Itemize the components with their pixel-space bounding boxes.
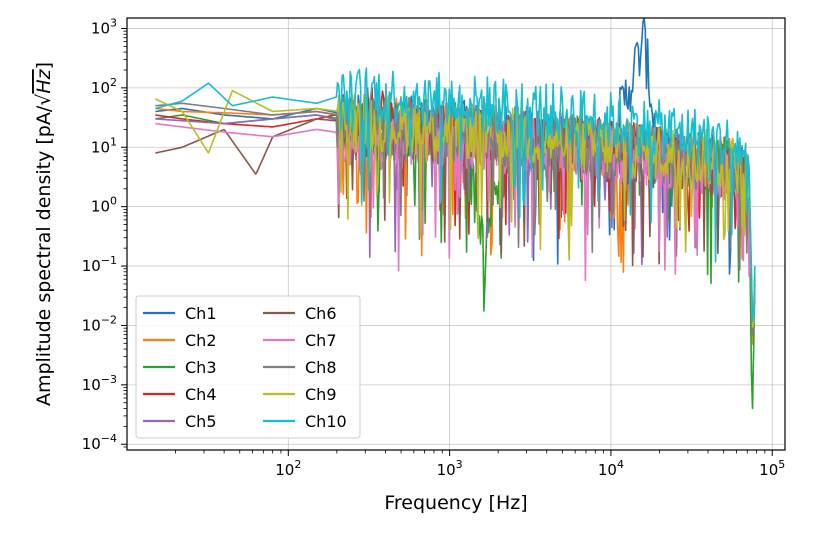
legend-label: Ch5 xyxy=(185,412,217,431)
y-tick-label: 10−4 xyxy=(82,432,117,453)
y-tick-label: 10−3 xyxy=(82,373,117,394)
legend-item-ch1: Ch1 xyxy=(143,304,217,323)
legend-label: Ch7 xyxy=(305,331,337,350)
legend-item-ch6: Ch6 xyxy=(263,304,337,323)
legend-item-ch4: Ch4 xyxy=(143,385,217,404)
legend-label: Ch6 xyxy=(305,304,337,323)
plot-frame xyxy=(126,17,786,451)
y-tick-label: 102 xyxy=(91,76,117,97)
x-axis-label: Frequency [Hz] xyxy=(384,492,527,514)
legend-label: Ch9 xyxy=(305,385,337,404)
legend-item-ch2: Ch2 xyxy=(143,331,217,350)
y-tick-label: 103 xyxy=(91,16,117,37)
x-tick-label: 103 xyxy=(437,458,463,479)
axis-ticks: 102 103 104 105 103 102 101 100 10−1 10−2 10−3 10−4 xyxy=(82,16,786,479)
legend-label: Ch3 xyxy=(185,358,217,377)
series-line xyxy=(155,67,756,322)
legend-item-ch10: Ch10 xyxy=(263,412,347,431)
x-tick-label: 105 xyxy=(759,458,785,479)
x-tick-label: 102 xyxy=(275,458,301,479)
legend-label: Ch10 xyxy=(305,412,347,431)
y-tick-label: 101 xyxy=(91,135,117,156)
legend: Ch1 Ch2 Ch3 Ch4 Ch5 Ch6 Ch7 Ch8 Ch9 Ch10 xyxy=(135,295,361,439)
x-tick-label: 104 xyxy=(598,458,624,479)
legend-label: Ch2 xyxy=(185,331,217,350)
legend-label: Ch4 xyxy=(185,385,217,404)
series-ch10 xyxy=(155,67,756,344)
legend-item-ch8: Ch8 xyxy=(263,358,337,377)
legend-item-ch5: Ch5 xyxy=(143,412,217,431)
legend-frame xyxy=(135,295,361,439)
series-lines xyxy=(155,17,756,433)
y-axis-label: Amplitude spectral density [pA/√Hz] xyxy=(33,62,55,406)
legend-label: Ch8 xyxy=(305,358,337,377)
legend-item-ch3: Ch3 xyxy=(143,358,217,377)
legend-item-ch9: Ch9 xyxy=(263,385,337,404)
y-tick-label: 10−1 xyxy=(82,254,117,275)
y-tick-label: 100 xyxy=(91,195,117,216)
legend-label: Ch1 xyxy=(185,304,217,323)
y-axis-label-unit: Hz xyxy=(33,68,55,93)
legend-item-ch7: Ch7 xyxy=(263,331,337,350)
svg-text:Amplitude spectral density [pA: Amplitude spectral density [pA/√Hz] xyxy=(33,62,55,406)
y-tick-label: 10−2 xyxy=(82,313,117,334)
